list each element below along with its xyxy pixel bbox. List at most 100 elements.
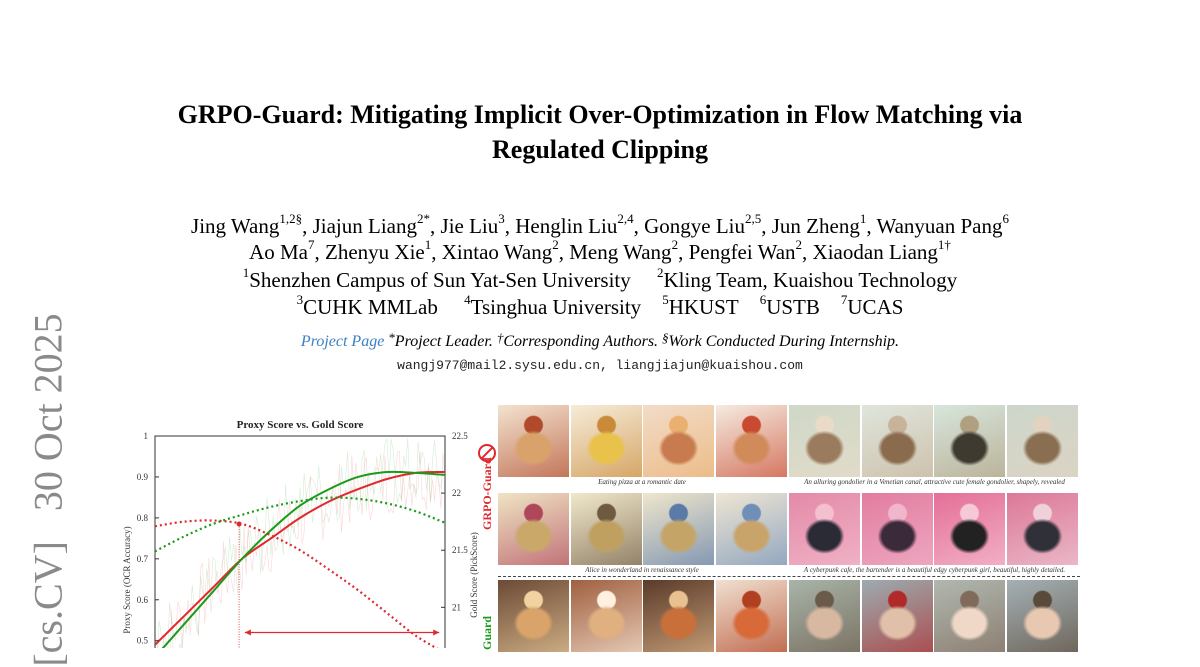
- generated-image: [1006, 580, 1078, 652]
- superscript: 1: [859, 211, 867, 226]
- superscript: 3: [296, 292, 304, 307]
- generated-image: [643, 493, 714, 565]
- y-tick-label: 0.7: [137, 554, 149, 564]
- name: , Jiajun Liang: [302, 214, 418, 238]
- generated-image: [498, 580, 569, 652]
- generated-image: [789, 405, 860, 477]
- name: Tsinghua University: [470, 295, 642, 319]
- generated-image: [570, 493, 642, 565]
- project-page-link[interactable]: Project Page: [300, 333, 385, 350]
- caption: An alluring gondolier in a Venetian cana…: [804, 478, 1065, 486]
- name: HKUST: [668, 295, 739, 319]
- affiliations-line: 3CUHK MMLab 4Tsinghua University 5HKUST …: [0, 292, 1200, 320]
- generated-image: [1006, 405, 1078, 477]
- name: USTB: [766, 295, 820, 319]
- divider: [498, 576, 1080, 577]
- caption: Eating pizza at a romantic date: [598, 478, 686, 486]
- marker-dot: [236, 521, 242, 527]
- superscript: 2,4: [617, 211, 634, 226]
- authors-line: Jing Wang1,2§, Jiajun Liang2*, Jie Liu3,…: [0, 211, 1200, 239]
- generated-image: [715, 580, 787, 652]
- authors-line: Ao Ma7, Zhenyu Xie1, Xintao Wang2, Meng …: [0, 237, 1200, 265]
- generated-image: [934, 405, 1005, 477]
- name: Shenzhen Campus of Sun Yat-Sen Universit…: [249, 268, 631, 292]
- name: , Xiaodan Liang: [802, 240, 938, 264]
- y2-axis-label: Gold Score (PickScore): [469, 532, 479, 617]
- name: CUHK MMLab: [303, 295, 444, 319]
- generated-image: [498, 405, 569, 477]
- generated-image: [715, 405, 787, 477]
- title-line: GRPO-Guard: Mitigating Implicit Over-Opt…: [177, 100, 1023, 129]
- superscript: 1†: [937, 237, 951, 252]
- series-line-1: [161, 470, 445, 648]
- series-line-2: [155, 519, 439, 648]
- title-line: Regulated Clipping: [492, 135, 708, 164]
- side-label-guard: Guard: [480, 615, 494, 650]
- superscript: 7: [840, 292, 848, 307]
- generated-image: [715, 493, 787, 565]
- superscript: 4: [464, 292, 471, 307]
- chart-title: Proxy Score vs. Gold Score: [237, 419, 364, 431]
- y-tick-label: 0.8: [137, 513, 149, 523]
- note: Project Leader.: [394, 333, 497, 350]
- name: UCAS: [847, 295, 904, 319]
- generated-image: [934, 493, 1005, 565]
- superscript: 6: [759, 292, 767, 307]
- name: Ao Ma: [249, 240, 308, 264]
- name: , Gongye Liu: [633, 214, 745, 238]
- name: , Meng Wang: [558, 240, 672, 264]
- superscript: 2: [795, 237, 803, 252]
- series-line-0: [155, 471, 445, 646]
- no-sign-icon: [478, 444, 496, 462]
- series-line-3: [155, 496, 445, 553]
- superscript: 2*: [417, 211, 431, 226]
- superscript: 2,5: [745, 211, 762, 226]
- name: , Henglin Liu: [504, 214, 618, 238]
- name: , Jie Liu: [430, 214, 499, 238]
- y2-tick-label: 22: [452, 488, 461, 498]
- y-tick-label: 0.9: [137, 472, 149, 482]
- side-label-grpo-guard: GRPO-Guard: [480, 457, 494, 530]
- caption: A cyberpunk cafe, the bartender is a bea…: [803, 566, 1066, 574]
- paper-title: GRPO-Guard: Mitigating Implicit Over-Opt…: [0, 97, 1200, 167]
- note: Work Conducted During Internship.: [668, 333, 900, 350]
- name: Kling Team, Kuaishou Technology: [663, 268, 958, 292]
- noise-trace: [155, 450, 445, 648]
- y-tick-label: 1: [144, 431, 149, 441]
- superscript: 2: [552, 237, 559, 252]
- note: Corresponding Authors.: [503, 333, 663, 350]
- generated-image: [861, 493, 933, 565]
- y2-tick-label: 21: [452, 602, 461, 612]
- generated-image: [498, 493, 569, 565]
- generated-image: [643, 580, 714, 652]
- superscript: 2: [657, 265, 664, 280]
- notes-line: Project Page *Project Leader. †Correspon…: [300, 330, 900, 350]
- superscript: 1,2§: [279, 211, 303, 226]
- superscript: 1: [242, 265, 250, 280]
- y-tick-label: 0.6: [137, 595, 149, 605]
- affiliations-line: 1Shenzhen Campus of Sun Yat-Sen Universi…: [0, 265, 1200, 293]
- superscript: 6: [1002, 211, 1009, 226]
- generated-image: [570, 580, 642, 652]
- generated-image: [934, 580, 1005, 652]
- name: Jing Wang: [191, 214, 280, 238]
- name: , Jun Zheng: [761, 214, 860, 238]
- name: , Pengfei Wan: [678, 240, 796, 264]
- proxy-gold-chart: Proxy Score vs. Gold Score 1 0.9 0.8 0.7 0.6 0…: [122, 419, 479, 648]
- generated-image: [1006, 493, 1078, 565]
- plot-frame: [154, 435, 446, 648]
- name: , Zhenyu Xie: [314, 240, 425, 264]
- name: , Wanyuan Pang: [866, 214, 1003, 238]
- emails: wangj977@mail2.sysu.edu.cn, liangjiajun@…: [397, 358, 803, 373]
- generated-image: [861, 580, 933, 652]
- noise-trace: [155, 438, 445, 648]
- caption: Alice in wonderland in renaissance style: [585, 566, 699, 574]
- superscript: 3: [498, 211, 505, 226]
- generated-image: [570, 405, 642, 477]
- generated-image: [789, 580, 860, 652]
- y-tick-label: 0.5: [137, 636, 149, 646]
- generated-image: [643, 405, 714, 477]
- generated-image: [789, 493, 860, 565]
- superscript: 1: [424, 237, 432, 252]
- name: , Xintao Wang: [431, 240, 553, 264]
